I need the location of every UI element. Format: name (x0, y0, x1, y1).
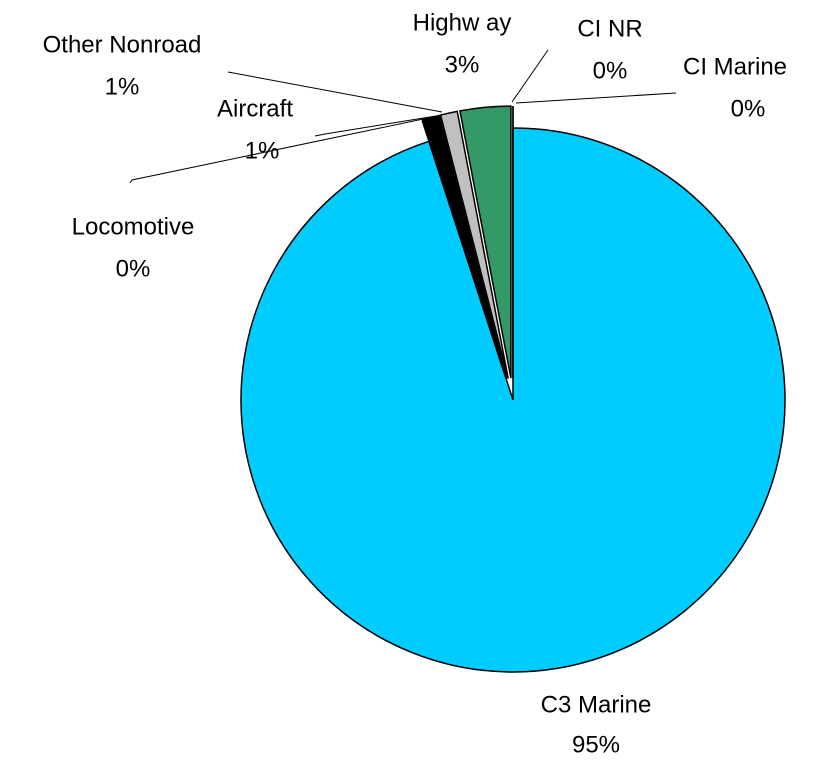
leader-line (227, 71, 443, 113)
slice-label: Aircraft (217, 95, 293, 122)
slice-value-label: 1% (245, 137, 280, 164)
leader-line (511, 49, 549, 103)
slice-label: Highw ay (413, 9, 512, 36)
slice-label: CI Marine (683, 53, 787, 80)
pie-slice (240, 127, 786, 673)
pie-slice (459, 105, 512, 379)
slice-value-label: 0% (593, 57, 628, 84)
slice-value-label: 3% (445, 51, 480, 78)
leader-line (515, 92, 677, 104)
pie-slice (421, 114, 508, 380)
slice-value-label: 0% (116, 255, 151, 282)
slice-label: Locomotive (72, 213, 195, 240)
leader-line (314, 115, 437, 137)
slice-label: C3 Marine (541, 691, 652, 718)
slice-label: CI NR (577, 15, 642, 42)
leader-line (129, 117, 429, 184)
slice-value-label: 1% (105, 73, 140, 100)
slice-value-label: 95% (572, 731, 620, 758)
slice-value-label: 0% (731, 95, 766, 122)
slice-label: Other Nonroad (43, 31, 202, 58)
pie-slice (439, 110, 509, 379)
